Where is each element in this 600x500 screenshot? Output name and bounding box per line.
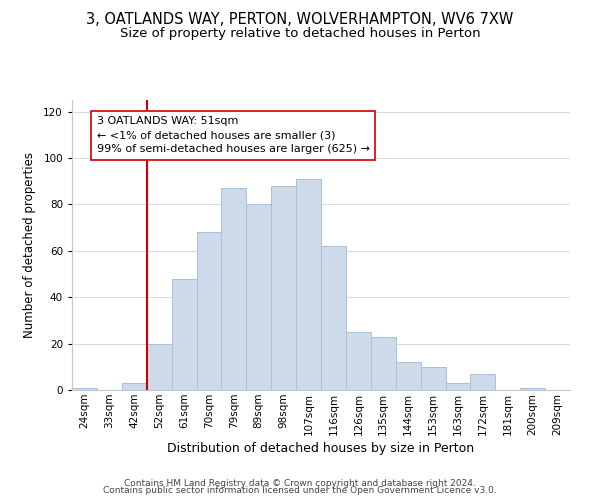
Bar (520, 388, 545, 390)
Bar (172, 278, 197, 390)
Bar (72, 388, 97, 390)
Text: Contains public sector information licensed under the Open Government Licence v3: Contains public sector information licen… (103, 486, 497, 495)
Bar (197, 232, 221, 390)
Text: 3 OATLANDS WAY: 51sqm
← <1% of detached houses are smaller (3)
99% of semi-detac: 3 OATLANDS WAY: 51sqm ← <1% of detached … (97, 116, 370, 154)
Bar (371, 336, 396, 390)
Text: Contains HM Land Registry data © Crown copyright and database right 2024.: Contains HM Land Registry data © Crown c… (124, 478, 476, 488)
Y-axis label: Number of detached properties: Number of detached properties (23, 152, 36, 338)
Bar (396, 362, 421, 390)
Bar (346, 332, 371, 390)
Bar (445, 383, 470, 390)
X-axis label: Distribution of detached houses by size in Perton: Distribution of detached houses by size … (167, 442, 475, 455)
Bar (421, 367, 445, 390)
Text: Size of property relative to detached houses in Perton: Size of property relative to detached ho… (119, 28, 481, 40)
Bar (122, 383, 147, 390)
Bar (321, 246, 346, 390)
Bar (271, 186, 296, 390)
Bar (296, 179, 321, 390)
Bar (247, 204, 271, 390)
Bar (470, 374, 496, 390)
Text: 3, OATLANDS WAY, PERTON, WOLVERHAMPTON, WV6 7XW: 3, OATLANDS WAY, PERTON, WOLVERHAMPTON, … (86, 12, 514, 28)
Bar (147, 344, 172, 390)
Bar (221, 188, 247, 390)
